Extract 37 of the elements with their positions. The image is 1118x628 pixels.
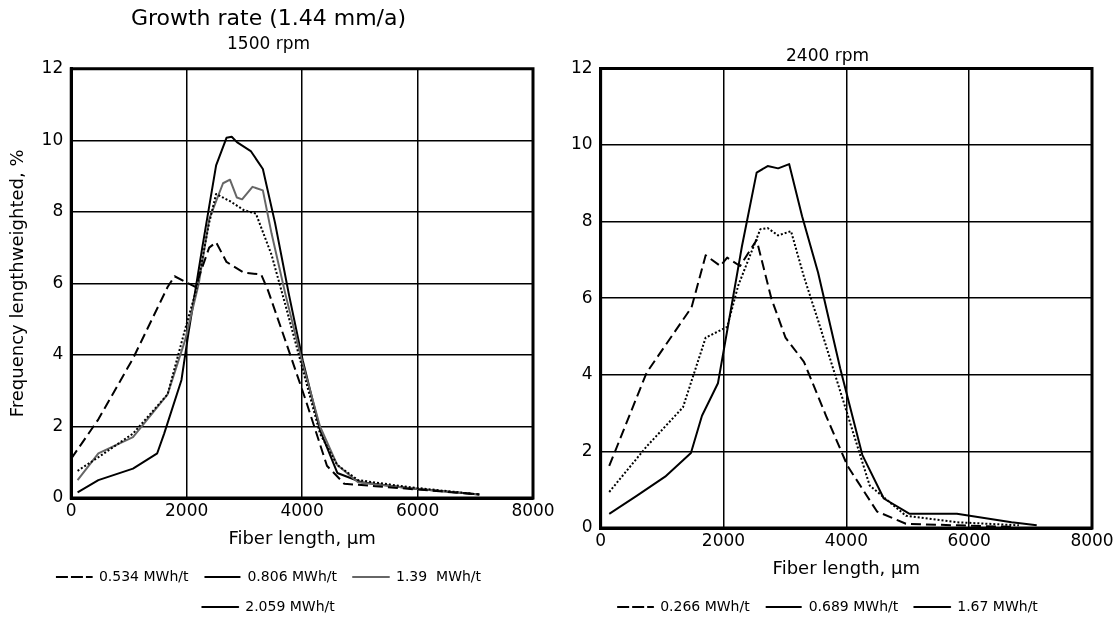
y-tick-label: 4: [52, 343, 64, 364]
y-tick-label: 4: [581, 363, 593, 384]
legend-label: 0.689 MWh/t: [808, 597, 899, 614]
chart-subtitle: 1500 rpm: [226, 33, 311, 54]
chart-title: Growth rate (1.44 mm/a): [130, 4, 407, 30]
x-tick-label: 8000: [511, 499, 555, 520]
y-tick-label: 12: [41, 57, 64, 78]
x-tick-label: 8000: [1070, 529, 1114, 550]
y-tick-label: 6: [52, 271, 64, 292]
legend-label: 1.39 MWh/t: [395, 567, 482, 584]
y-tick-label: 10: [41, 128, 64, 149]
legend-label: 0.266 MWh/t: [660, 597, 751, 614]
legend-label: 0.806 MWh/t: [247, 567, 338, 584]
x-tick-label: 2000: [165, 499, 209, 520]
y-tick-label: 8: [581, 210, 593, 231]
x-tick-label: 0: [65, 499, 77, 520]
x-axis-title: Fiber length, µm: [772, 556, 921, 578]
x-tick-label: 6000: [395, 499, 440, 520]
y-tick-label: 0: [581, 516, 593, 537]
y-tick-label: 8: [52, 200, 64, 221]
y-tick-label: 10: [570, 133, 593, 154]
chart-title: 2400 rpm: [785, 44, 870, 65]
y-tick-label: 12: [570, 56, 593, 77]
x-axis-title: Fiber length, µm: [228, 526, 376, 548]
x-tick-label: 2000: [701, 529, 746, 550]
y-tick-label: 0: [52, 486, 64, 507]
legend-label: 1.67 MWh/t: [957, 597, 1039, 614]
x-tick-label: 6000: [947, 529, 991, 550]
legend-label: 2.059 MWh/t: [245, 597, 336, 614]
y-tick-label: 6: [581, 286, 593, 307]
x-tick-label: 4000: [280, 499, 324, 520]
y-tick-label: 2: [52, 414, 64, 435]
y-axis-title: Frequency lengthweighted, %: [6, 149, 28, 418]
y-tick-label: 2: [581, 439, 593, 460]
x-tick-label: 4000: [824, 529, 868, 550]
legend-label: 0.534 MWh/t: [98, 567, 189, 584]
x-tick-label: 0: [595, 529, 607, 550]
